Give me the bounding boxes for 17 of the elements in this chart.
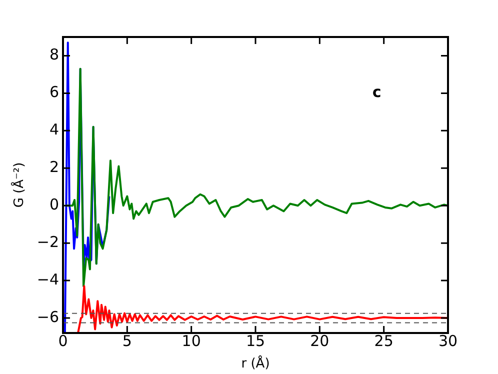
x-tick-label: 30 bbox=[438, 332, 458, 350]
x-tick-label: 5 bbox=[122, 332, 132, 350]
y-tick-label: −6 bbox=[36, 308, 59, 326]
x-tick-label: 15 bbox=[246, 332, 266, 350]
y-tick-label: −4 bbox=[36, 270, 59, 288]
x-tick-label: 25 bbox=[374, 332, 394, 350]
y-tick-label: −2 bbox=[36, 232, 59, 251]
x-tick-label: 10 bbox=[182, 332, 201, 350]
annotation: c bbox=[372, 82, 382, 101]
y-tick-label: 2 bbox=[49, 158, 59, 176]
x-tick-label: 20 bbox=[310, 332, 330, 350]
y-tick-label: 0 bbox=[49, 196, 59, 214]
y-tick-label: 8 bbox=[49, 46, 59, 64]
y-axis-title: G (Å⁻²) bbox=[10, 162, 28, 208]
y-tick-label: 6 bbox=[49, 83, 59, 102]
x-axis-title: r (Å) bbox=[241, 354, 270, 372]
y-tick-label: 4 bbox=[49, 120, 59, 139]
